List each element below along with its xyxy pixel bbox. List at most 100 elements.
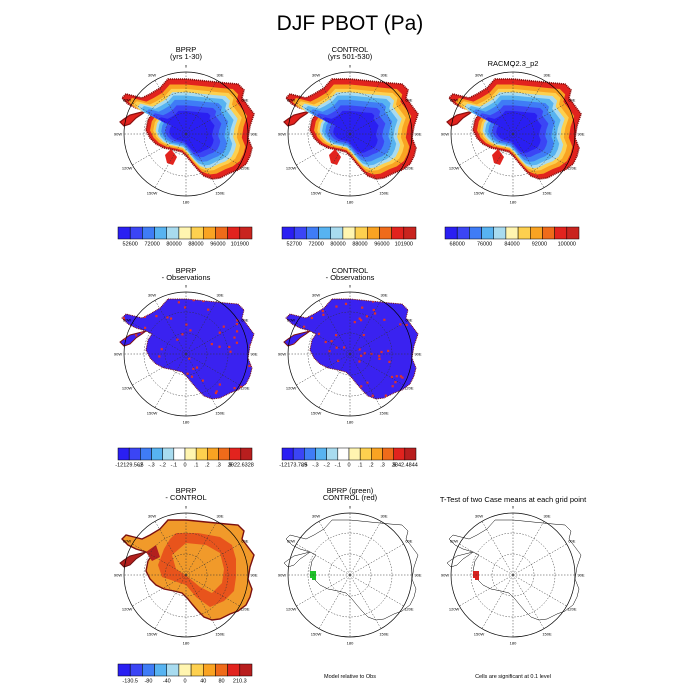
panel5-anomaly-cell	[300, 346, 303, 349]
panel4-colorbar-label: 0	[183, 463, 186, 469]
panel5-title-line1: CONTROL	[331, 266, 369, 275]
panel5-anomaly-cell	[360, 398, 363, 399]
panel5-meridian-5	[349, 353, 382, 408]
panel5-lon-label-3: 90E	[414, 351, 421, 356]
panel3-meridian-8	[459, 133, 514, 166]
panel5-lon-label-4: 120E	[404, 385, 414, 390]
panel5-anomaly-cell	[394, 381, 397, 384]
panel5-anomaly-cell	[380, 350, 383, 354]
panel4-anomaly-cell	[236, 319, 239, 322]
panel6-lon-label-6: 180	[183, 640, 190, 645]
panel5-anomaly-cell	[358, 360, 361, 363]
panel4-colorbar-swatch	[128, 447, 141, 461]
panel5-meridian-10	[296, 322, 351, 355]
panel7-lon-label-8: 120W	[286, 606, 297, 611]
panel6-lon-label-10: 60W	[123, 538, 131, 543]
panel4-anomaly-cell	[135, 334, 138, 337]
panel4-colorbar-label: .1	[194, 463, 199, 469]
panel6-meridian-8	[132, 574, 187, 607]
panel1-colorbar-swatch	[178, 226, 192, 240]
panel6-colorbar-label: 0	[183, 679, 186, 685]
panel1-map: 0 30E 60E 90E 120E 150E 180 150W 120W 90W 60W 30W	[111, 59, 261, 209]
panel5-anomaly-cell	[358, 317, 361, 320]
panel4-colorbar-swatch	[229, 447, 242, 461]
panel4-lon-label-7: 150W	[147, 410, 158, 415]
panel1-colorbar-swatch	[239, 226, 253, 240]
panel8-lon-label-11: 30W	[475, 514, 483, 519]
panel6-meridian-7	[154, 574, 187, 629]
panel6-colorbar-label: 210.3	[233, 679, 247, 685]
panel6-lon-label-7: 150W	[147, 631, 158, 636]
panel2-meridian-7	[318, 133, 351, 188]
panel5-anomaly-cell	[317, 332, 321, 335]
panel3-meridian-7	[481, 133, 514, 188]
panel3-colorbar-swatch	[566, 226, 580, 240]
panel5-meridian-8	[296, 353, 351, 386]
panel2-lon-label-0: 0	[349, 63, 352, 68]
panel4-colorbar-swatch	[195, 447, 208, 461]
panel3-meridian-4	[512, 133, 567, 166]
panel2-lon-label-4: 120E	[404, 165, 414, 170]
panel7-significant-cell	[310, 571, 316, 578]
panel4-anomaly-cell	[185, 323, 188, 326]
panel4-anomaly-cell	[188, 357, 191, 360]
panel4-lon-label-5: 150E	[215, 410, 225, 415]
panel7-lon-label-5: 150E	[379, 631, 389, 636]
panel3-meridian-2	[512, 102, 567, 135]
panel5-colorbar-swatch	[404, 447, 417, 461]
panel8-meridian-1	[512, 521, 545, 576]
panel5-title: CONTROL - Observations	[260, 266, 440, 282]
panel1-peninsula	[119, 110, 147, 127]
panel8-graticule	[451, 513, 575, 637]
panel1-ross-shelf-patch	[165, 149, 177, 165]
panel1-meridian-2	[185, 102, 240, 135]
panel4-colorbar-swatch	[218, 447, 230, 461]
panel1-lon-label-7: 150W	[147, 190, 158, 195]
panel4-title-line1: BPRP	[175, 266, 197, 275]
panel4-anomaly-cell	[121, 300, 124, 303]
panel5-colorbar-swatch	[359, 447, 372, 461]
panel8-lon-label-9: 90W	[441, 572, 449, 577]
panel8-significant-cell	[475, 577, 479, 580]
panel5-anomaly-cell	[405, 323, 408, 327]
panel4-anomaly-cell	[235, 330, 239, 333]
panel1-colorbar-label: 52600	[123, 242, 138, 248]
panel7-lon-label-10: 60W	[287, 538, 295, 543]
panel5-lon-label-0: 0	[349, 283, 352, 288]
panel1-lon-label-11: 30W	[148, 73, 156, 78]
panel1-meridian-8	[132, 133, 187, 166]
panel4-anomaly-cell	[166, 316, 169, 319]
panel2-lon-label-1: 30E	[380, 73, 387, 78]
panel6-title: BPRP - CONTROL	[96, 487, 276, 502]
panel7-meridian-11	[318, 521, 351, 576]
panel7-lon-label-1: 30E	[380, 514, 387, 519]
panel8-lon-label-5: 150E	[542, 631, 552, 636]
panel4-anomaly-cell	[160, 348, 163, 351]
panel6-peninsula	[119, 551, 147, 568]
panel5-anomaly-cell	[295, 366, 299, 369]
panel4-anomaly-cell	[130, 391, 133, 394]
panel2-lon-label-5: 150E	[379, 190, 389, 195]
panel7-lon-label-6: 180	[347, 640, 354, 645]
panel5-anomaly-cell	[366, 381, 369, 384]
panel8-lon-label-7: 150W	[474, 631, 485, 636]
panel1-colorbar-label: 96000	[210, 242, 225, 248]
panel4-anomaly-cell	[157, 370, 160, 373]
panel5-colorbar-label: .1	[358, 463, 363, 469]
panel4-anomaly-cell	[189, 329, 192, 332]
panel4-colorbar-swatch	[117, 447, 130, 461]
panel2-meridian-2	[349, 102, 404, 135]
panel6-colorbar-swatch	[154, 663, 167, 677]
panel4-anomaly-cell	[246, 393, 249, 396]
panel4-anomaly-cell	[252, 321, 254, 324]
panel4-colorbar-label: .2	[205, 463, 210, 469]
panel5-anomaly-cell	[401, 376, 404, 379]
panel1-title-line2: (yrs 1-30)	[169, 52, 203, 61]
panel4-lon-label-0: 0	[185, 283, 188, 288]
panel6-meridian-4	[185, 574, 240, 607]
panel2-colorbar-label: 72000	[308, 242, 323, 248]
panel3-colorbar-swatch	[456, 226, 470, 240]
panel4-anomaly-cell	[169, 383, 172, 386]
panel4-lon-label-10: 60W	[123, 317, 131, 322]
panel2-ross-shelf-patch	[329, 149, 341, 165]
